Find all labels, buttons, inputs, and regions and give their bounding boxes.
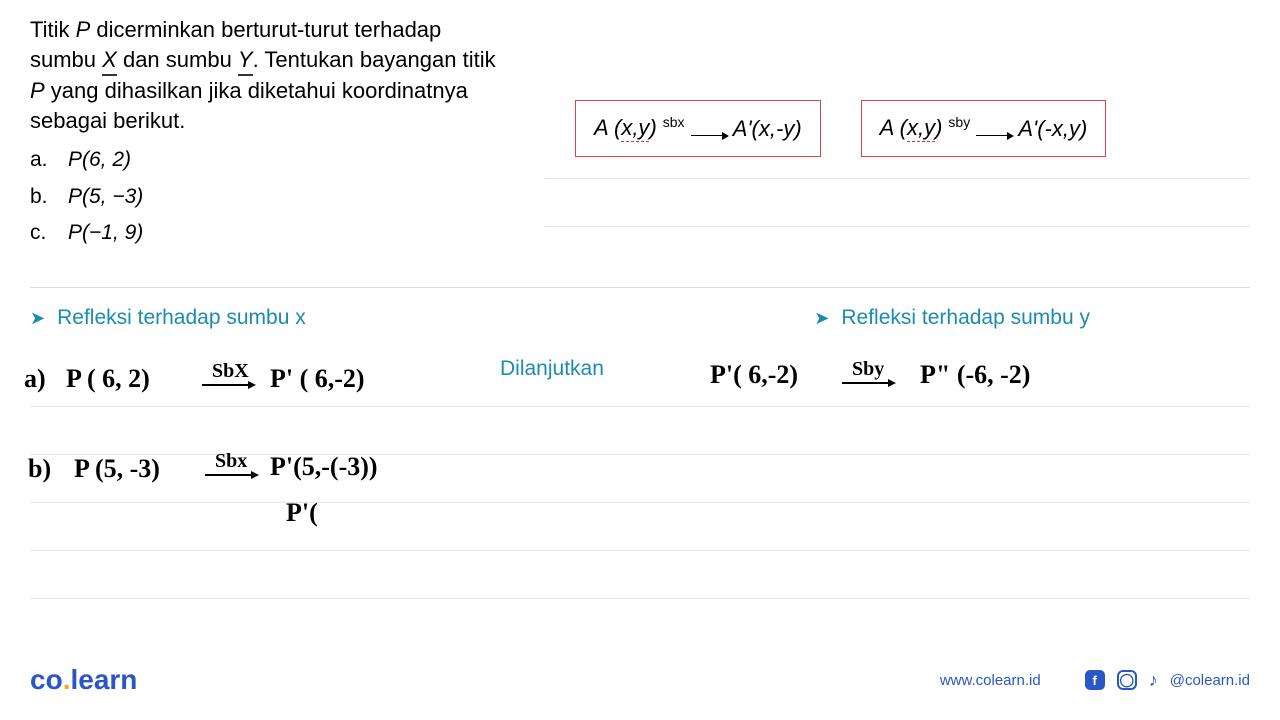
facebook-icon: f — [1085, 670, 1105, 690]
formula-sbx: A (x,y) sbx A'(x,-y) — [575, 100, 821, 157]
section1-text: Refleksi terhadap sumbu x — [57, 306, 306, 330]
letter-a: a. — [30, 142, 54, 179]
footer-url: www.colearn.id — [940, 672, 1041, 689]
var-Y: Y — [238, 45, 253, 77]
value-b: P(5, −3) — [68, 179, 143, 216]
logo-co: co — [30, 664, 63, 695]
arrow-icon — [691, 135, 727, 136]
section2-text: Refleksi terhadap sumbu y — [841, 306, 1090, 330]
hw-b-result2: P'( — [286, 498, 318, 528]
var-P2: P — [30, 78, 45, 103]
q-text-1: Titik — [30, 17, 76, 42]
var-X: X — [102, 45, 117, 77]
hw-a-label: a) — [24, 364, 46, 394]
f1-right: A'(x,-y) — [733, 116, 802, 142]
footer-handle: @colearn.id — [1170, 672, 1250, 689]
value-c: P(−1, 9) — [68, 215, 143, 252]
hw-b-p: P (5, -3) — [74, 454, 160, 484]
continue-text: Dilanjutkan — [500, 357, 604, 381]
hw-a2-result: P" (-6, -2) — [920, 360, 1030, 390]
hw-a-p: P ( 6, 2) — [66, 364, 150, 394]
hw-arrow-icon: SbX — [202, 384, 254, 386]
ruled-lines-upper — [545, 178, 1250, 274]
tiktok-icon: ♪ — [1149, 670, 1158, 691]
hw-b-result: P'(5,-(-3)) — [270, 452, 378, 482]
arrow-icon — [976, 135, 1012, 136]
f1-left: A (x,y) — [594, 115, 657, 142]
value-a: P(6, 2) — [68, 142, 131, 179]
var-P: P — [76, 17, 91, 42]
logo: co.learn — [30, 664, 137, 696]
formula-boxes: A (x,y) sbx A'(x,-y) A (x,y) sby A'(-x,y… — [575, 100, 1106, 157]
work-area: a) P ( 6, 2) SbX P' ( 6,-2) Dilanjutkan … — [30, 346, 1250, 606]
hw-arrow-icon: Sbx — [205, 474, 257, 476]
footer-right: www.colearn.id f ◯ ♪ @colearn.id — [940, 670, 1250, 691]
f2-right: A'(-x,y) — [1018, 116, 1087, 142]
hw-b-label: b) — [28, 454, 51, 484]
letter-c: c. — [30, 215, 54, 252]
footer: co.learn www.colearn.id f ◯ ♪ @colearn.i… — [30, 664, 1250, 696]
section-header-y: ➤ Refleksi terhadap sumbu y — [814, 306, 1090, 330]
chevron-icon: ➤ — [814, 308, 829, 329]
hw-a-result: P' ( 6,-2) — [270, 364, 365, 394]
chevron-icon: ➤ — [30, 308, 45, 329]
q-text-2c: . Tentukan bayangan titik — [253, 47, 496, 72]
hw-arrow-icon: Sby — [842, 382, 894, 384]
letter-b: b. — [30, 179, 54, 216]
q-text-4: sebagai berikut. — [30, 108, 185, 133]
f1-label: sbx — [663, 114, 685, 130]
instagram-icon: ◯ — [1117, 670, 1137, 690]
question-text: Titik P dicerminkan berturut-turut terha… — [30, 15, 560, 136]
q-text-2b: dan sumbu — [117, 47, 238, 72]
q-text-1b: dicerminkan berturut-turut terhadap — [90, 17, 441, 42]
f2-left: A (x,y) — [880, 115, 943, 142]
logo-learn: learn — [70, 664, 137, 695]
hw-a2-arrow-label: Sby — [852, 358, 884, 381]
q-text-2a: sumbu — [30, 47, 102, 72]
section-divider: ➤ Refleksi terhadap sumbu x ➤ Refleksi t… — [30, 287, 1250, 330]
hw-a-arrow-label: SbX — [212, 360, 249, 383]
ruled-lines — [30, 406, 1250, 646]
formula-sby: A (x,y) sby A'(-x,y) — [861, 100, 1107, 157]
hw-a2-p: P'( 6,-2) — [710, 360, 798, 390]
hw-b-arrow-label: Sbx — [215, 450, 247, 473]
section-header-x: ➤ Refleksi terhadap sumbu x — [30, 306, 306, 330]
q-text-3: yang dihasilkan jika diketahui koordinat… — [45, 78, 468, 103]
f2-label: sby — [948, 114, 970, 130]
